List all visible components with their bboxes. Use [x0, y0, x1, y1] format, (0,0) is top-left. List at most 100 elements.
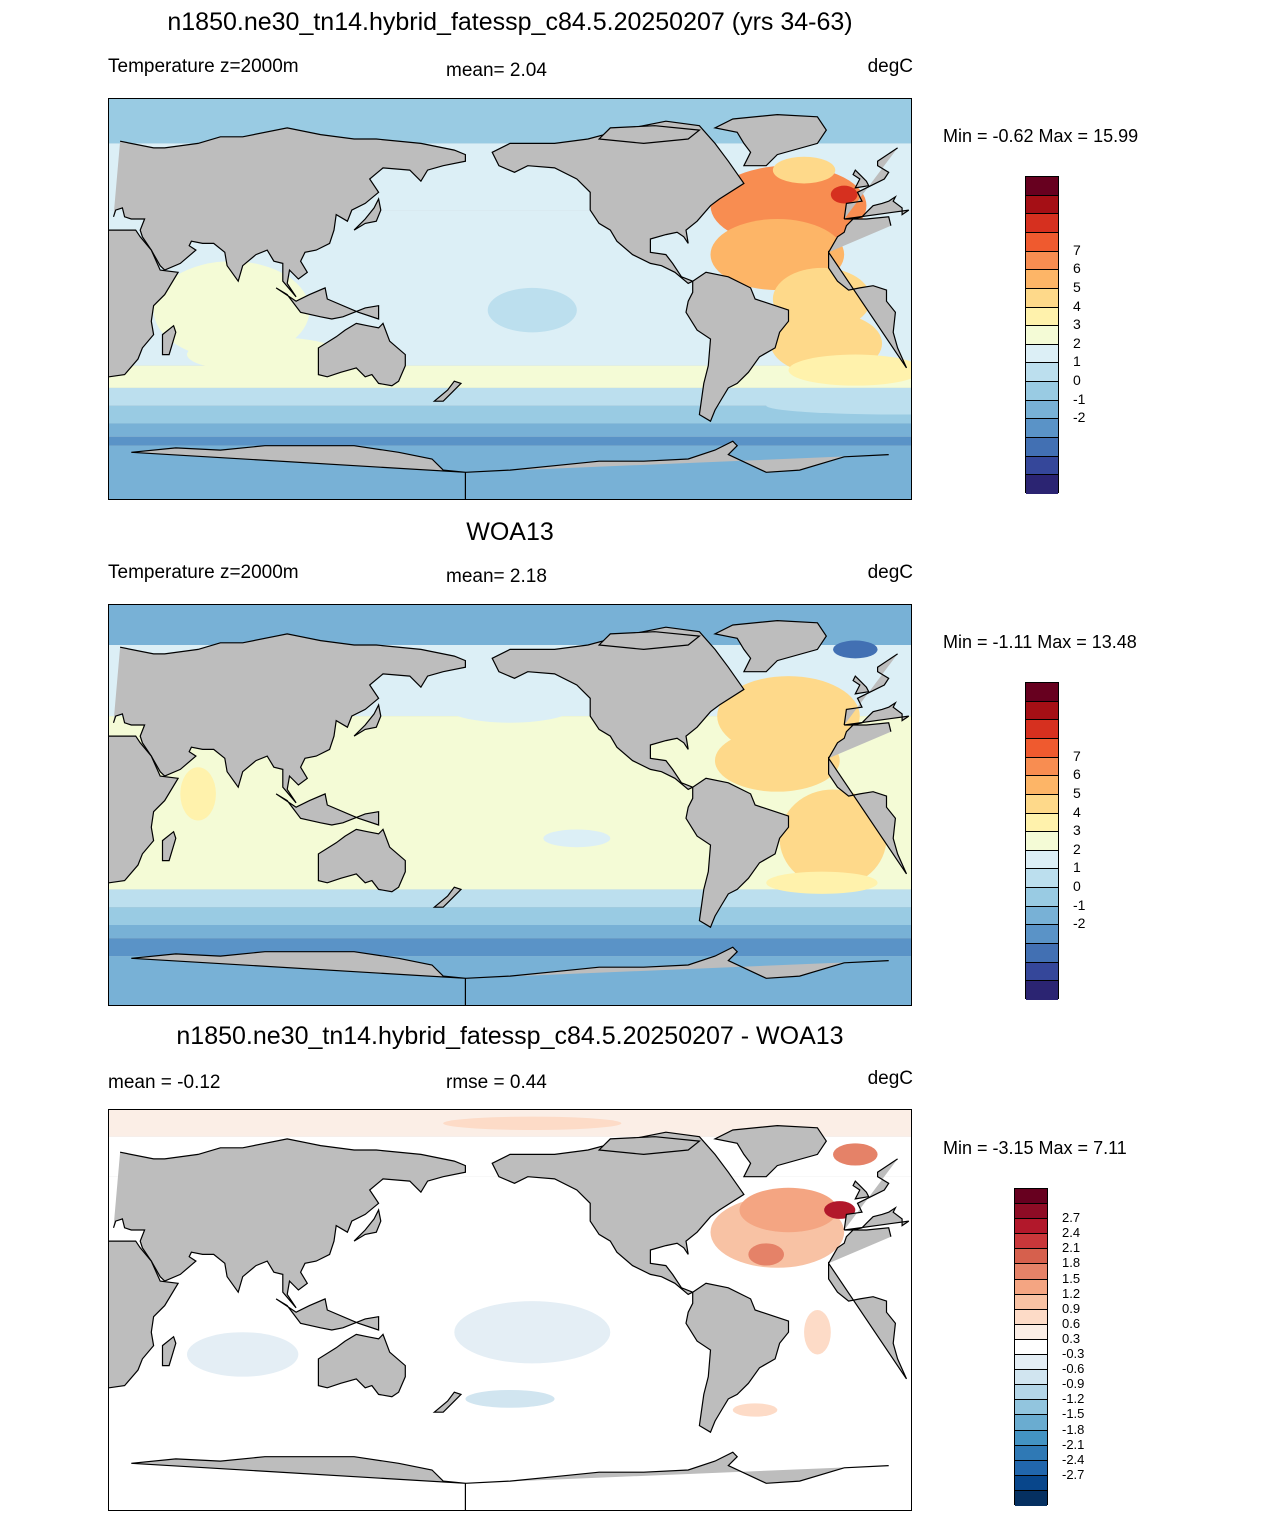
map-svg — [109, 1110, 911, 1510]
land-uk — [852, 1180, 870, 1200]
land-arcticIsl — [597, 1136, 701, 1156]
colorbar-box — [1015, 1189, 1047, 1205]
units-label: degC — [867, 1068, 913, 1089]
colorbar-tick-label: 6 — [1073, 766, 1081, 783]
colorbar-box — [1026, 288, 1058, 308]
ocean-anomaly — [487, 287, 577, 333]
land-southAmerica — [685, 1282, 790, 1434]
colorbar-box — [1026, 214, 1058, 233]
colorbar-tick-label: -2.7 — [1062, 1466, 1085, 1482]
land-northAmerica — [491, 1131, 745, 1296]
ocean-band — [109, 423, 911, 437]
colorbar-box — [1026, 850, 1058, 870]
land-greenland — [713, 1124, 828, 1178]
land-arcticIsl — [597, 631, 701, 651]
colorbar-box — [1026, 720, 1058, 739]
colorbar-tick-label: -1 — [1073, 896, 1086, 913]
land-antarctica — [131, 1451, 889, 1510]
ocean-anomaly — [804, 1310, 831, 1355]
ocean-band — [109, 938, 911, 957]
ocean-anomaly — [443, 687, 577, 723]
panel-title: n1850.ne30_tn14.hybrid_fatessp_c84.5.202… — [167, 8, 853, 36]
left-label: mean = -0.12 — [108, 1072, 221, 1093]
land-madagascar — [161, 830, 177, 862]
colorbar-tick-label: 0.9 — [1062, 1300, 1081, 1316]
colorbar-tick-label: -1 — [1073, 390, 1086, 407]
center-label: mean= 2.18 — [446, 566, 547, 587]
land-newzealand — [432, 886, 463, 908]
land-africa — [109, 1227, 908, 1389]
colorbar-tick-label: 1.2 — [1062, 1285, 1081, 1301]
colorbar-box — [1026, 757, 1058, 777]
land-uk — [852, 169, 870, 189]
map-svg — [109, 605, 911, 1005]
colorbar-box — [1026, 475, 1058, 494]
land-australia — [317, 322, 406, 387]
ocean-anomaly — [454, 1301, 611, 1364]
colorbar-box — [1015, 1339, 1047, 1356]
colorbar-box — [1026, 307, 1058, 327]
colorbar-tick-label: 2.1 — [1062, 1240, 1081, 1256]
ocean-anomaly — [779, 789, 887, 888]
colorbar-tick-label: 2 — [1073, 334, 1081, 351]
colorbar-box — [1015, 1355, 1047, 1371]
colorbar-box — [1015, 1309, 1047, 1325]
colorbar-box — [1026, 888, 1058, 907]
ocean-anomaly — [186, 1332, 299, 1377]
ocean-anomaly — [766, 396, 911, 415]
colorbar-tick-label: 3 — [1073, 316, 1081, 333]
center-label: mean= 2.04 — [446, 60, 547, 81]
colorbar-box — [1015, 1475, 1047, 1491]
colorbar-box — [1015, 1264, 1047, 1280]
colorbar-tick-label: 6 — [1073, 260, 1081, 277]
colorbar-box — [1026, 925, 1058, 945]
min-max-label: Min = -1.11 Max = 13.48 — [943, 632, 1137, 652]
colorbar-box — [1026, 438, 1058, 457]
land-northAmerica — [491, 626, 745, 791]
ocean-anomaly — [748, 1243, 785, 1266]
ocean-anomaly — [739, 1187, 838, 1233]
ocean-band — [109, 436, 911, 446]
colorbar-tick-label: -2.4 — [1062, 1451, 1085, 1467]
colorbar-box — [1015, 1460, 1047, 1476]
colorbar-tick-label: 2 — [1073, 840, 1081, 857]
panel-title: n1850.ne30_tn14.hybrid_fatessp_c84.5.202… — [176, 1022, 844, 1050]
colorbar-box — [1026, 232, 1058, 252]
center-label: rmse = 0.44 — [446, 1072, 547, 1093]
colorbar-tick-label: -0.3 — [1062, 1346, 1085, 1362]
colorbar-box — [1026, 400, 1058, 420]
left-label: Temperature z=2000m — [108, 562, 299, 583]
colorbar-tick-label: 0 — [1073, 372, 1081, 389]
min-max-label: Min = -3.15 Max = 7.11 — [943, 1138, 1127, 1158]
colorbar-box — [1015, 1294, 1047, 1310]
colorbar-diff — [1014, 1188, 1048, 1506]
land-arcticIsl — [597, 125, 701, 145]
colorbar-tick-label: 1 — [1073, 859, 1081, 876]
colorbar-tick-label: 5 — [1073, 784, 1081, 801]
land-southAmerica — [685, 271, 790, 423]
land-southAmerica — [685, 777, 790, 929]
colorbar-box — [1015, 1415, 1047, 1431]
land-uk — [852, 675, 870, 695]
colorbar-box — [1026, 906, 1058, 926]
colorbar-box — [1015, 1279, 1047, 1295]
land-japan — [353, 703, 382, 737]
colorbar-box — [1015, 1430, 1047, 1446]
colorbar-box — [1026, 344, 1058, 364]
ocean-anomaly — [833, 640, 878, 659]
colorbar-tick-label: 3 — [1073, 822, 1081, 839]
colorbar-box — [1026, 832, 1058, 851]
colorbar-box — [1015, 1370, 1047, 1386]
ocean-band — [109, 907, 911, 925]
colorbar-box — [1026, 776, 1058, 795]
colorbar-box — [1026, 944, 1058, 963]
min-max-label: Min = -0.62 Max = 15.99 — [943, 126, 1139, 146]
colorbar-box — [1026, 738, 1058, 758]
ocean-anomaly — [180, 767, 216, 821]
colorbar-box — [1015, 1234, 1047, 1250]
colorbar-tick-label: -1.8 — [1062, 1421, 1085, 1437]
land-newzealand — [432, 380, 463, 402]
colorbar-tick-label: 0.6 — [1062, 1315, 1081, 1331]
ocean-band — [109, 925, 911, 939]
colorbar-box — [1026, 683, 1058, 702]
